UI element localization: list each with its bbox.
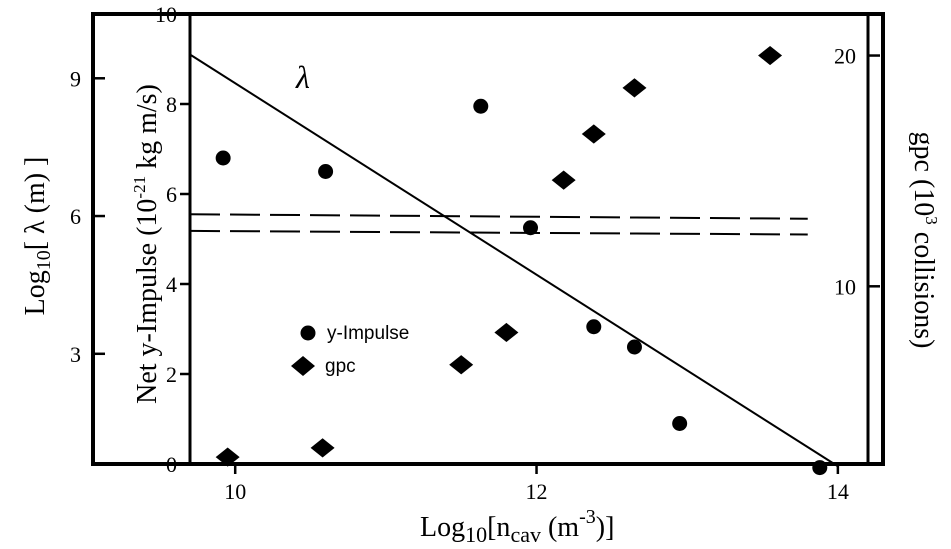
x-axis-title: Log10[ncav (m-3)] [420, 506, 614, 547]
dashed-reference-line [189, 229, 808, 236]
lambda-line [189, 53, 839, 468]
y-impulse-point [586, 319, 602, 335]
y-impulse-point [626, 339, 642, 355]
legend-label-y-impulse: y-Impulse [327, 323, 409, 344]
gpc-point [551, 170, 576, 190]
gpc-point [622, 78, 647, 98]
impulse-axis-title: Net y-Impulse (10-21 kg m/s) [130, 84, 163, 404]
gpc-point [494, 322, 519, 343]
lambda-tick-label: 9 [70, 66, 81, 91]
lambda-line-label: λ [295, 59, 310, 95]
y-impulse-point [812, 460, 828, 476]
impulse-tick-label: 2 [166, 362, 177, 387]
gpc-point [581, 124, 606, 144]
legend-circle-marker [300, 325, 316, 341]
y-impulse-point [215, 150, 231, 166]
y-impulse-point [473, 98, 489, 114]
impulse-tick-label: 6 [166, 182, 177, 207]
tick-layer: 10 12 14 0 2 4 6 8 10 3 6 9 10 20 [70, 2, 880, 504]
y-impulse-point [523, 220, 539, 236]
gpc-tick-label: 20 [834, 44, 856, 69]
legend-diamond-marker [291, 356, 315, 376]
impulse-tick-label: 10 [155, 2, 177, 27]
axes-frames [91, 12, 885, 466]
impulse-tick-label: 0 [166, 452, 177, 477]
legend-label-gpc: gpc [325, 356, 356, 377]
lambda-tick-label: 6 [70, 204, 81, 229]
lines-layer [189, 53, 839, 468]
gpc-point [310, 438, 335, 458]
x-tick-label: 14 [827, 479, 849, 504]
lambda-axis-frame [91, 12, 885, 466]
gpc-point [758, 45, 783, 66]
impulse-tick-label: 8 [166, 92, 177, 117]
lambda-axis-title: Log10[ λ (m) ] [20, 157, 55, 316]
gpc-point [215, 447, 240, 467]
impulse-tick-label: 4 [166, 272, 177, 297]
y-impulse-point [318, 164, 334, 179]
dashed-reference-line [189, 213, 808, 220]
x-tick-label: 10 [224, 479, 246, 504]
lambda-tick-label: 3 [70, 342, 81, 367]
gpc-point [449, 355, 474, 375]
gpc-axis-title: gpc (103 collisions) [908, 132, 941, 349]
y-impulse-point [672, 416, 688, 431]
x-tick-label: 12 [526, 479, 548, 504]
points-layer [215, 45, 828, 476]
gpc-tick-label: 10 [834, 274, 856, 299]
legend: y-Impulse gpc [291, 323, 409, 377]
